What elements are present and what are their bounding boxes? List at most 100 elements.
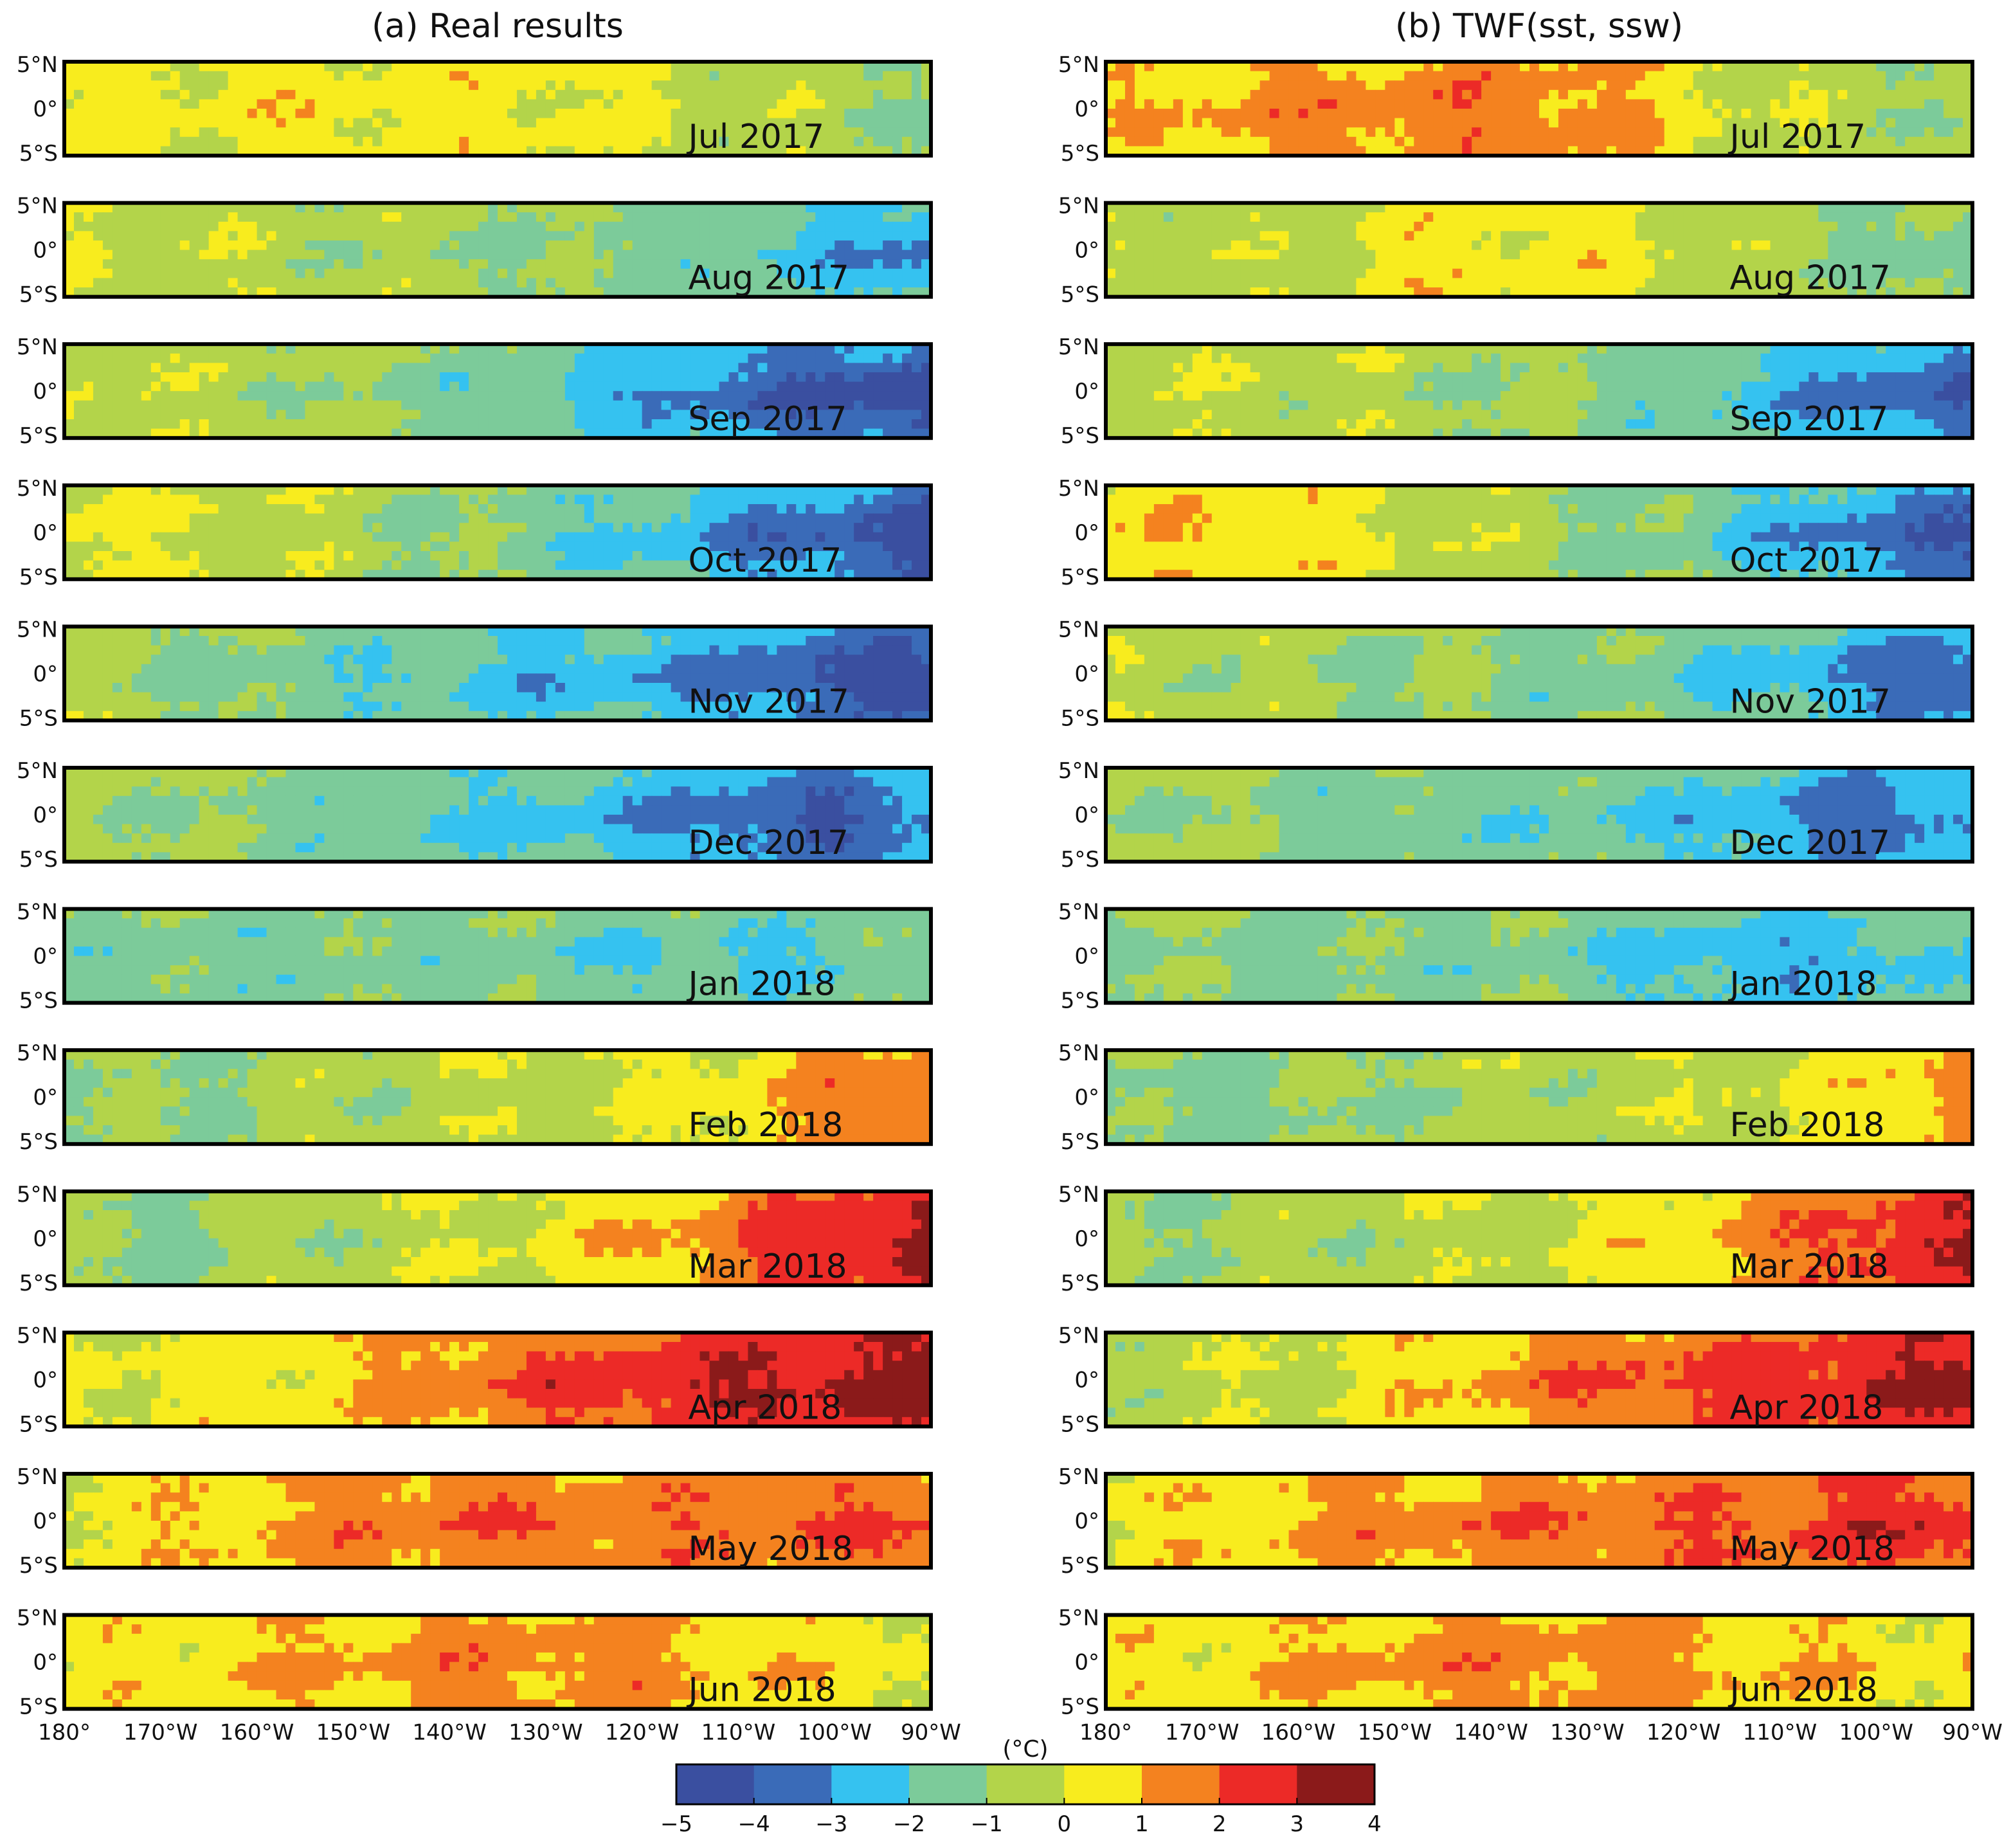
anomaly-cell [440,71,450,81]
anomaly-cell [102,551,113,561]
anomaly-cell [218,259,229,269]
anomaly-cell [690,80,701,91]
anomaly-cell [411,494,421,505]
anomaly-cell [748,136,758,147]
anomaly-cell [266,240,277,251]
anomaly-cell [536,532,546,542]
anomaly-cell [796,410,806,420]
anomaly-cell [883,523,893,533]
anomaly-cell [632,560,643,570]
anomaly-cell [314,391,325,401]
anomaly-cell [112,777,123,787]
anomaly-cell [228,221,239,231]
anomaly-cell [728,212,739,222]
anomaly-cell [276,805,287,815]
anomaly-cell [208,381,219,392]
anomaly-cell [844,636,854,646]
anomaly-cell [411,240,421,251]
anomaly-cell [738,673,749,684]
anomaly-cell [73,673,84,684]
anomaly-cell [179,560,190,570]
anomaly-cell [73,786,84,797]
anomaly-cell [642,221,653,231]
anomaly-cell [825,702,835,712]
anomaly-cell [555,259,566,269]
anomaly-cell [545,99,556,109]
anomaly-cell [295,626,306,637]
anomaly-cell [122,815,132,825]
anomaly-cell [622,673,633,684]
anomaly-cell [83,136,94,147]
anomaly-cell [295,118,306,128]
anomaly-cell [632,410,643,420]
anomaly-cell [83,240,94,251]
anomaly-cell [748,504,758,514]
anomaly-cell [266,127,277,138]
anomaly-cell [93,570,104,579]
anomaly-field [64,485,931,579]
anomaly-cell [507,532,518,542]
anomaly-cell [555,287,566,297]
anomaly-cell [757,504,768,514]
anomaly-cell [170,504,181,514]
anomaly-cell [208,692,219,702]
anomaly-cell [392,410,402,420]
anomaly-cell [661,805,672,815]
anomaly-cell [440,560,450,570]
anomaly-cell [545,344,556,354]
anomaly-cell [478,118,489,128]
anomaly-cell [257,259,267,269]
anomaly-cell [854,532,864,542]
anomaly-cell [170,344,181,354]
anomaly-cell [767,683,777,693]
anomaly-cell [93,353,104,363]
anomaly-cell [343,645,354,655]
anomaly-cell [883,287,893,297]
anomaly-cell [574,136,585,147]
anomaly-cell [806,99,816,109]
anomaly-cell [141,541,152,552]
anomaly-cell [767,494,777,505]
anomaly-cell [680,532,691,542]
anomaly-cell [295,80,306,91]
anomaly-cell [160,673,171,684]
anomaly-cell [257,287,267,297]
anomaly-cell [526,795,537,806]
anomaly-cell [228,673,239,684]
anomaly-cell [469,249,479,260]
anomaly-cell [690,777,701,787]
anomaly-cell [690,99,701,109]
anomaly-cell [757,419,768,430]
anomaly-cell [796,62,806,72]
anomaly-cell [574,410,585,420]
anomaly-cell [507,62,518,72]
anomaly-cell [276,221,287,231]
anomaly-cell [690,560,701,570]
anomaly-cell [122,655,132,665]
anomaly-cell [295,541,306,552]
anomaly-cell [892,560,903,570]
anomaly-cell [401,711,411,721]
anomaly-cell [854,212,864,222]
anomaly-cell [892,419,903,430]
anomaly-cell [199,287,210,297]
anomaly-cell [228,136,239,147]
anomaly-cell [574,71,585,81]
anomaly-cell [459,363,469,373]
anomaly-cell [276,372,287,383]
anomaly-cell [343,203,354,213]
anomaly-cell [102,777,113,787]
anomaly-cell [498,626,508,637]
anomaly-cell [912,287,922,297]
anomaly-cell [777,551,787,561]
anomaly-cell [883,551,893,561]
anomaly-cell [680,494,691,505]
anomaly-cell [64,664,75,674]
anomaly-cell [748,485,758,495]
anomaly-cell [883,381,893,392]
anomaly-cell [921,655,931,665]
anomaly-cell [343,240,354,251]
anomaly-cell [102,786,113,797]
anomaly-cell [680,504,691,514]
anomaly-cell [459,344,469,354]
